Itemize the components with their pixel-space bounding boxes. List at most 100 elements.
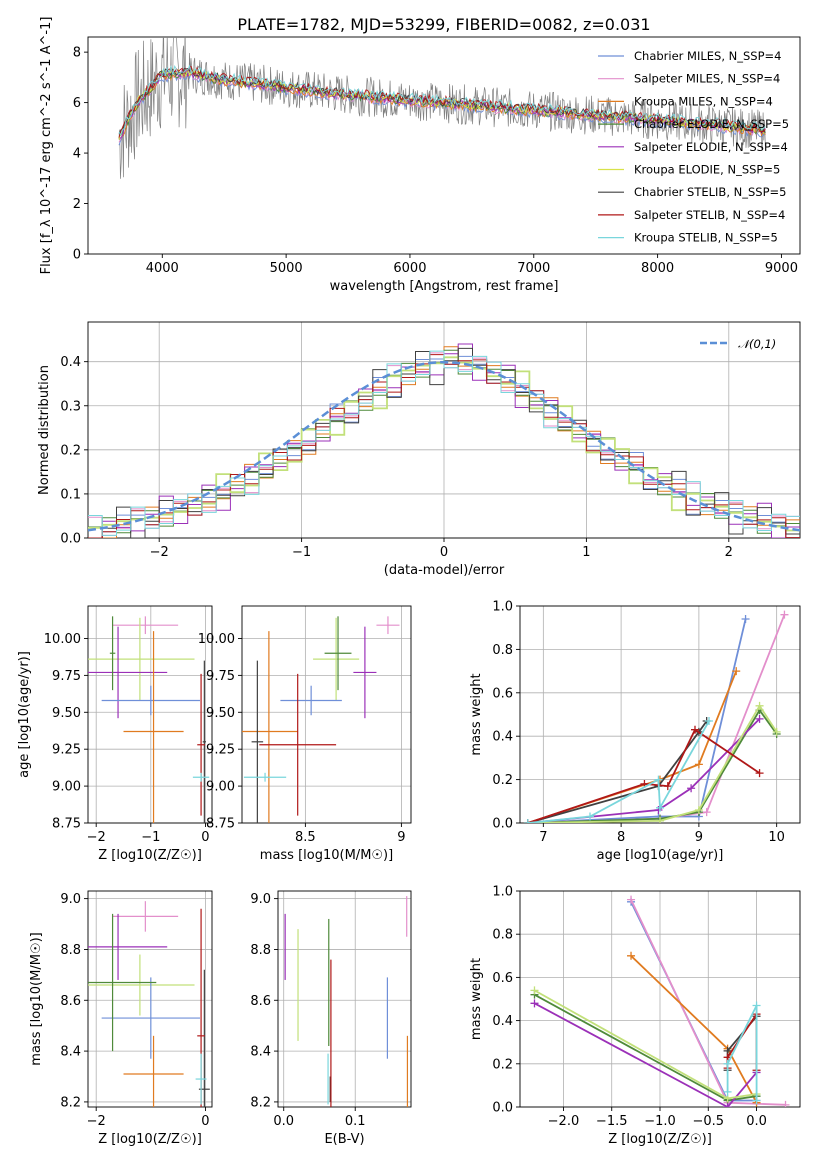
y-tick-label: 9.50 bbox=[206, 706, 235, 721]
y-tick-label: 0.2 bbox=[60, 443, 81, 458]
y-tick-label: 9.0 bbox=[250, 892, 271, 907]
data-point-marker bbox=[627, 895, 636, 904]
legend-entry: Kroupa STELIB, N_SSP=5 bbox=[634, 231, 778, 245]
x-tick-label: −1.0 bbox=[644, 1114, 676, 1129]
x-tick-label: −2 bbox=[87, 830, 106, 845]
data-point-marker bbox=[755, 701, 764, 710]
y-axis-label: age [log10(age/yr)] bbox=[17, 651, 32, 778]
data-point-marker bbox=[752, 1001, 761, 1010]
data-point-marker bbox=[530, 999, 539, 1008]
legend-entry: Kroupa MILES, N_SSP=4 bbox=[634, 94, 773, 108]
y-tick-label: 0.4 bbox=[60, 355, 81, 370]
x-tick-label: −2 bbox=[87, 1114, 106, 1129]
y-tick-label: 8.2 bbox=[60, 1095, 81, 1110]
mass-weight-line bbox=[527, 728, 761, 823]
mass-vs-metallicity-panel: −2 0 8.2 8.4 8.6 8.8 9.0 Z [log10(Z/Z☉)] mass [l… bbox=[29, 890, 213, 1147]
data-point-marker bbox=[723, 1059, 732, 1068]
data-point-marker bbox=[741, 615, 750, 624]
y-tick-label: 0.8 bbox=[492, 928, 513, 943]
data-point-marker bbox=[530, 986, 539, 995]
legend-entry: Salpeter STELIB, N_SSP=4 bbox=[634, 208, 785, 222]
data-point-marker bbox=[723, 1087, 732, 1096]
data-point-marker bbox=[705, 717, 713, 726]
legend-entry: Salpeter MILES, N_SSP=4 bbox=[634, 72, 780, 86]
data-point-marker bbox=[654, 775, 663, 784]
y-tick-label: 8.75 bbox=[52, 817, 81, 832]
y-tick-label: 0.6 bbox=[492, 971, 513, 986]
y-axis-label: mass [log10(M/M☉)] bbox=[29, 932, 44, 1065]
x-tick-label: −2 bbox=[150, 545, 169, 560]
x-axis-label: Z [log10(Z/Z☉)] bbox=[98, 848, 202, 863]
data-point-marker bbox=[656, 816, 664, 823]
x-tick-label: −2.0 bbox=[548, 1114, 580, 1129]
legend-entry: Salpeter ELODIE, N_SSP=4 bbox=[634, 140, 788, 154]
y-tick-label: 0.2 bbox=[492, 773, 513, 788]
x-tick-label: 8 bbox=[617, 830, 625, 845]
y-tick-label: 8.6 bbox=[250, 994, 271, 1009]
y-tick-label: 0.0 bbox=[492, 817, 513, 832]
axes-frame bbox=[87, 321, 801, 539]
x-tick-label: 8.5 bbox=[295, 830, 316, 845]
data-point-marker bbox=[752, 1096, 761, 1105]
y-axis-label: mass weight bbox=[469, 958, 484, 1040]
data-point-marker bbox=[723, 1103, 732, 1107]
x-tick-label: 2 bbox=[725, 545, 733, 560]
data-point-marker bbox=[755, 769, 764, 778]
axes-frame bbox=[87, 605, 213, 824]
y-tick-label: 0.0 bbox=[492, 1101, 513, 1116]
data-point-marker bbox=[656, 803, 664, 812]
x-tick-label: −0.5 bbox=[692, 1114, 724, 1129]
data-point-marker bbox=[663, 782, 672, 791]
mass-weight-line bbox=[527, 704, 778, 823]
x-tick-label: −1 bbox=[141, 830, 160, 845]
y-tick-label: 0.1 bbox=[60, 487, 81, 502]
data-point-marker bbox=[687, 784, 696, 793]
x-tick-label: 0 bbox=[201, 1114, 209, 1129]
plot-area bbox=[118, 37, 766, 179]
legend-entry: Kroupa ELODIE, N_SSP=5 bbox=[634, 163, 780, 177]
y-tick-label: 9.75 bbox=[206, 669, 235, 684]
y-tick-label: 9.00 bbox=[206, 780, 235, 795]
y-tick-label: 0.6 bbox=[492, 686, 513, 701]
data-point-marker bbox=[586, 812, 594, 821]
y-tick-label: 4 bbox=[73, 147, 81, 162]
plot-area bbox=[88, 901, 210, 1107]
data-point-marker bbox=[781, 1100, 790, 1107]
model-spectrum bbox=[118, 64, 766, 137]
plot-area bbox=[523, 610, 789, 823]
x-axis-label: (data-model)/error bbox=[384, 563, 505, 578]
mass-weight-line bbox=[534, 1002, 758, 1107]
mass-weight-line bbox=[726, 1005, 758, 1101]
data-point-marker bbox=[772, 727, 781, 736]
x-tick-label: 6000 bbox=[393, 261, 426, 276]
x-axis-label: age [log10(age/yr)] bbox=[597, 848, 724, 863]
x-tick-label: 9 bbox=[397, 830, 405, 845]
data-point-marker bbox=[702, 808, 711, 817]
observed-spectrum bbox=[118, 37, 766, 179]
x-tick-label: 9000 bbox=[765, 261, 798, 276]
y-tick-label: 0 bbox=[73, 248, 81, 263]
x-tick-label: 0.0 bbox=[273, 1114, 294, 1129]
mass-vs-ebv-panel: 0.0 0.1 8.2 8.4 8.6 8.8 9.0 E(B-V) bbox=[250, 890, 412, 1147]
y-tick-label: 10.00 bbox=[44, 632, 81, 647]
mass-weight-vs-metallicity-panel: −2.0 −1.5 −1.0 −0.5 0.0 0.0 0.2 0.4 0.6 0.8 1.0 Z [… bbox=[469, 885, 801, 1147]
x-tick-label: 0 bbox=[440, 545, 448, 560]
x-axis-label: wavelength [Angstrom, rest frame] bbox=[330, 279, 559, 294]
y-tick-label: 8.8 bbox=[250, 943, 271, 958]
x-tick-label: 0 bbox=[201, 830, 209, 845]
y-axis-label: Flux [f_λ 10^-17 erg cm^-2 s^-1 A^-1] bbox=[39, 17, 54, 275]
axes-frame bbox=[87, 36, 801, 255]
y-tick-label: 9.25 bbox=[206, 743, 235, 758]
axes-frame bbox=[241, 605, 412, 824]
y-tick-label: 1.0 bbox=[492, 600, 513, 615]
x-tick-label: −1.5 bbox=[596, 1114, 628, 1129]
mass-weight-line bbox=[534, 993, 757, 1102]
y-tick-label: 10.00 bbox=[198, 632, 235, 647]
x-tick-label: 1 bbox=[582, 545, 590, 560]
y-tick-label: 0.4 bbox=[492, 1014, 513, 1029]
y-tick-label: 0.2 bbox=[492, 1057, 513, 1072]
y-tick-label: 8.6 bbox=[60, 994, 81, 1009]
y-tick-label: 8.75 bbox=[206, 817, 235, 832]
x-axis-label: mass [log10(M/M☉)] bbox=[260, 848, 393, 863]
